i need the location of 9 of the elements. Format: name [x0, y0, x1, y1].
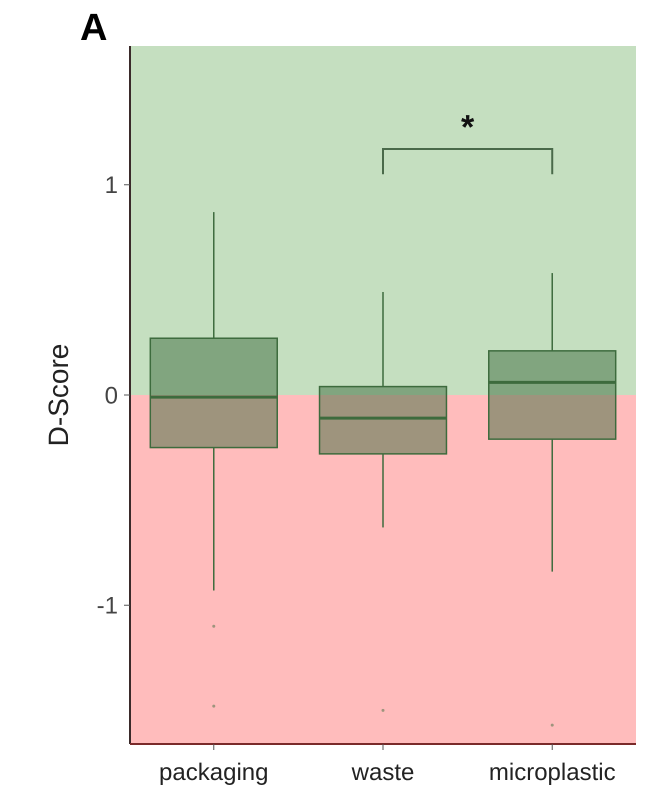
y-axis-title: D-Score — [43, 344, 74, 446]
x-tick-label: waste — [350, 759, 414, 786]
chart-title: A — [80, 7, 108, 49]
annotation: * — [461, 108, 475, 147]
y-tick-label: -1 — [96, 592, 118, 620]
y-tick-label: 0 — [104, 382, 118, 410]
x-tick-label: microplastic — [488, 759, 616, 786]
x-tick-label: packaging — [159, 759, 268, 786]
y-tick-label: 1 — [104, 172, 118, 200]
